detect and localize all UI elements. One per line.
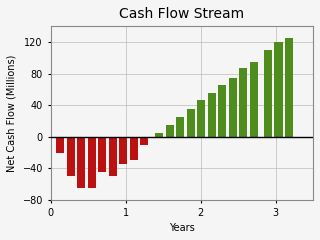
Bar: [229, 78, 237, 137]
Bar: [285, 38, 293, 137]
Title: Cash Flow Stream: Cash Flow Stream: [119, 7, 244, 21]
Bar: [197, 100, 205, 137]
Bar: [218, 85, 227, 137]
Bar: [275, 42, 283, 137]
Y-axis label: Net Cash Flow (Millions): Net Cash Flow (Millions): [7, 54, 17, 172]
Bar: [109, 137, 117, 176]
Bar: [119, 137, 127, 164]
Bar: [176, 117, 184, 137]
Bar: [250, 62, 258, 137]
Bar: [239, 68, 247, 137]
Bar: [67, 137, 75, 176]
Bar: [56, 137, 64, 153]
Bar: [166, 125, 174, 137]
X-axis label: Years: Years: [169, 223, 195, 233]
Bar: [208, 93, 216, 137]
Bar: [130, 137, 138, 160]
Bar: [88, 137, 96, 188]
Bar: [264, 50, 272, 137]
Bar: [98, 137, 106, 172]
Bar: [77, 137, 85, 188]
Bar: [155, 133, 164, 137]
Bar: [140, 137, 148, 145]
Bar: [187, 109, 195, 137]
